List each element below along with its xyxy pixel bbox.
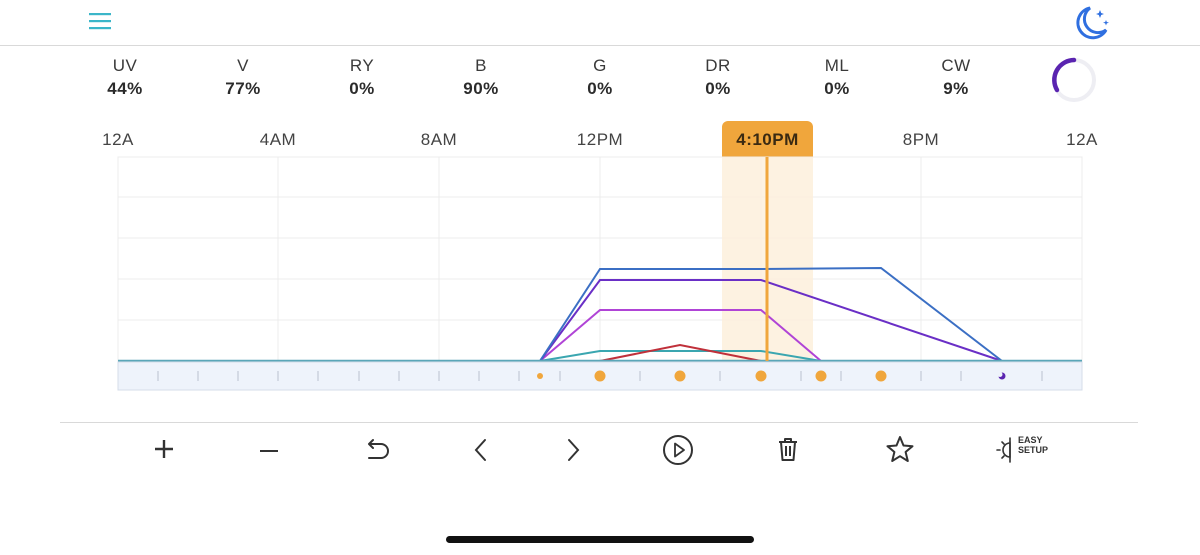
trash-icon (779, 438, 797, 461)
time-label: 4AM (259, 130, 297, 149)
chart-grid (117, 156, 1083, 362)
channel-dr[interactable]: DR 0% (673, 56, 763, 99)
channel-value: 0% (587, 79, 613, 98)
channel-value: 90% (463, 79, 499, 98)
channel-name: RY (349, 56, 375, 75)
add-point-button[interactable] (144, 429, 184, 469)
channel-values: UV 44% V 77% RY 0% B 90% G 0% DR 0% ML 0… (0, 56, 1200, 106)
favorite-button[interactable] (880, 429, 920, 469)
top-bar (0, 0, 1200, 46)
sun-half-icon (996, 437, 1011, 463)
home-indicator[interactable] (446, 536, 754, 543)
night-mode-moon-icon[interactable] (1068, 2, 1112, 44)
channel-name: B (475, 56, 487, 75)
channel-v[interactable]: V 77% (198, 56, 288, 99)
channel-g[interactable]: G 0% (555, 56, 645, 99)
plus-icon (155, 440, 173, 458)
channel-value: 9% (943, 79, 969, 98)
event-point (755, 370, 767, 382)
channel-value: 0% (349, 79, 375, 98)
chevron-right-icon (568, 439, 580, 461)
channel-ml[interactable]: ML 0% (792, 56, 882, 99)
channel-cw[interactable]: CW 9% (911, 56, 1001, 99)
easy-setup-button[interactable] (988, 429, 1028, 469)
event-point (674, 370, 686, 382)
star-icon (886, 436, 914, 462)
series-violet (539, 279, 1003, 362)
previous-button[interactable] (460, 429, 500, 469)
time-label: 8AM (420, 130, 458, 149)
channel-name: ML (824, 56, 850, 75)
time-label: 8PM (902, 130, 940, 149)
channel-value: 77% (225, 79, 261, 98)
channel-name: V (237, 56, 249, 75)
channel-ry[interactable]: RY 0% (317, 56, 407, 99)
easy-setup-label: EASY SETUP (1018, 435, 1048, 455)
play-circle-icon (663, 435, 693, 465)
undo-button[interactable] (356, 429, 396, 469)
chevron-left-icon (474, 439, 486, 461)
series-purple (539, 309, 822, 362)
channel-name: UV (112, 56, 138, 75)
bottom-toolbar (60, 422, 1138, 473)
intensity-ring-indicator[interactable] (1049, 55, 1099, 105)
channel-value: 0% (824, 79, 850, 98)
channel-uv[interactable]: UV 44% (80, 56, 170, 99)
event-point (537, 373, 543, 379)
easy-setup-line2: SETUP (1018, 445, 1049, 455)
channel-value: 44% (107, 79, 143, 98)
easy-setup-line1: EASY (1018, 435, 1043, 445)
time-label: 12A (102, 130, 134, 149)
channel-name: CW (941, 56, 971, 75)
channel-name: DR (705, 56, 731, 75)
series-blue (539, 266, 1003, 362)
event-point (594, 370, 606, 382)
remove-point-button[interactable] (249, 429, 289, 469)
schedule-chart[interactable] (0, 155, 1200, 395)
channel-b[interactable]: B 90% (436, 56, 526, 99)
event-point (815, 370, 827, 382)
time-label: 12A (1066, 130, 1098, 149)
minus-icon (260, 450, 278, 452)
time-axis: 12A 4AM 8AM 12PM 8PM 12A (0, 130, 1200, 152)
time-label: 12PM (576, 130, 624, 149)
series-red (599, 343, 762, 362)
undo-icon (368, 439, 389, 459)
delete-button[interactable] (768, 429, 808, 469)
channel-value: 0% (705, 79, 731, 98)
hamburger-menu-icon[interactable] (89, 11, 113, 31)
event-point (875, 370, 887, 382)
next-button[interactable] (554, 429, 594, 469)
channel-name: G (593, 56, 607, 75)
play-preview-button[interactable] (658, 429, 698, 469)
current-time-badge[interactable]: 4:10PM (722, 121, 813, 157)
